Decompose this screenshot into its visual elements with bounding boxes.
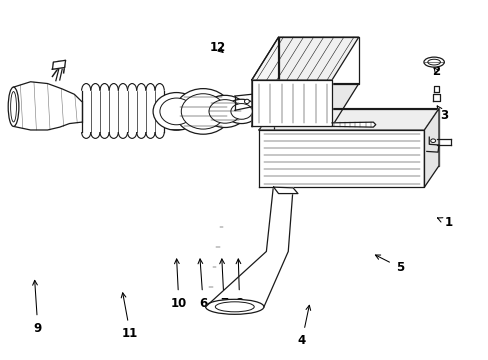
Polygon shape <box>251 37 358 80</box>
Text: 8: 8 <box>235 259 243 310</box>
Ellipse shape <box>224 99 258 123</box>
Ellipse shape <box>208 100 241 123</box>
Text: 11: 11 <box>121 293 138 340</box>
Text: 1: 1 <box>437 216 452 229</box>
Ellipse shape <box>181 94 224 129</box>
Ellipse shape <box>203 95 246 127</box>
Text: 9: 9 <box>33 280 42 335</box>
Text: 12: 12 <box>209 41 225 54</box>
Text: 2: 2 <box>431 64 440 77</box>
Polygon shape <box>251 37 278 126</box>
Polygon shape <box>424 109 438 187</box>
Ellipse shape <box>205 299 264 314</box>
Text: 5: 5 <box>375 255 404 274</box>
Polygon shape <box>259 109 438 130</box>
Polygon shape <box>331 122 375 127</box>
Ellipse shape <box>230 104 252 119</box>
Polygon shape <box>278 37 358 84</box>
Text: 4: 4 <box>297 305 310 347</box>
Ellipse shape <box>215 302 254 312</box>
Ellipse shape <box>244 99 249 104</box>
Polygon shape <box>273 187 297 194</box>
Text: 6: 6 <box>198 259 207 310</box>
Text: 7: 7 <box>219 259 228 310</box>
Text: 10: 10 <box>170 259 186 310</box>
Polygon shape <box>273 109 438 166</box>
Polygon shape <box>433 86 438 93</box>
Ellipse shape <box>423 57 444 67</box>
Polygon shape <box>251 84 358 126</box>
Ellipse shape <box>175 89 231 134</box>
Polygon shape <box>52 60 65 69</box>
Ellipse shape <box>8 87 19 126</box>
Ellipse shape <box>11 91 17 122</box>
Ellipse shape <box>160 98 193 125</box>
Ellipse shape <box>430 139 435 143</box>
Polygon shape <box>259 130 424 187</box>
Text: 3: 3 <box>436 106 447 122</box>
Ellipse shape <box>153 93 200 130</box>
Polygon shape <box>432 94 439 102</box>
Polygon shape <box>251 80 331 126</box>
Ellipse shape <box>427 59 440 65</box>
